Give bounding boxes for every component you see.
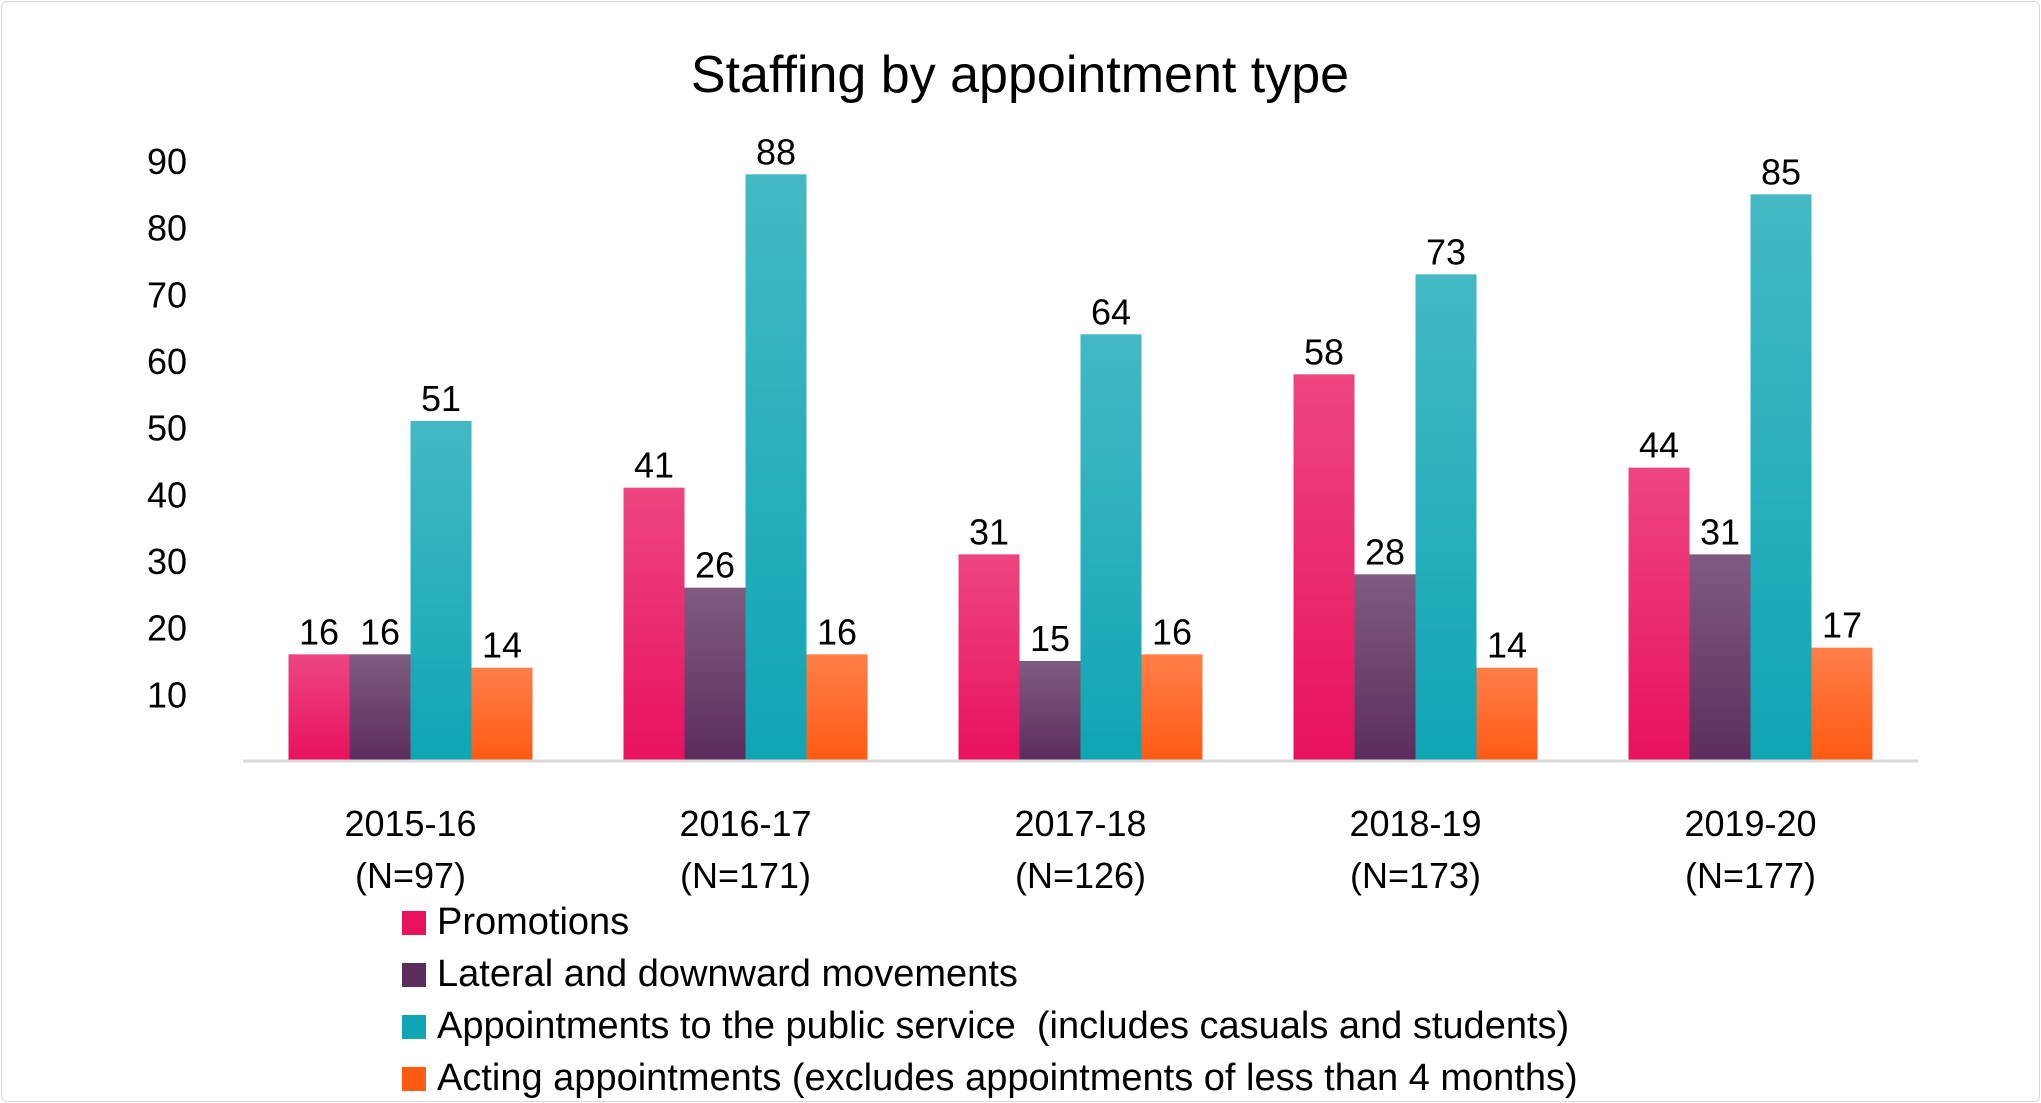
bar: [1354, 574, 1416, 761]
bar: [1476, 667, 1538, 761]
data-label: 64: [1091, 291, 1131, 332]
data-label: 26: [695, 545, 735, 586]
legend-swatch: [402, 1015, 426, 1039]
bar: [745, 174, 807, 762]
legend-swatch: [402, 911, 426, 935]
y-axis: 10 20 30 40 50 60 70 80 90: [147, 141, 187, 715]
x-axis: 2015-16 (N=97) 2016-17 (N=171) 2017-18 (N=126…: [243, 759, 1918, 896]
data-label: 58: [1304, 331, 1344, 372]
x-tick-label: 2017-18: [1014, 803, 1146, 844]
y-tick-label: 40: [147, 474, 187, 515]
x-tick-label: 2016-17: [679, 803, 811, 844]
data-label: 14: [1487, 625, 1527, 666]
bar: [684, 587, 746, 761]
data-label: 88: [756, 131, 796, 172]
bar: [806, 654, 868, 761]
bar: [1080, 334, 1142, 761]
bar: [1628, 467, 1690, 761]
bar: [1811, 647, 1873, 761]
y-tick-label: 80: [147, 208, 187, 249]
data-label: 73: [1426, 231, 1466, 272]
bar: [623, 487, 685, 761]
bar: [288, 654, 350, 761]
data-label: 16: [299, 611, 339, 652]
x-tick-label: 2015-16: [344, 803, 476, 844]
legend-label: Appointments to the public service (incl…: [437, 1005, 1569, 1047]
legend-swatch: [402, 963, 426, 987]
data-label: 16: [1152, 611, 1192, 652]
x-tick-label: 2018-19: [1349, 803, 1481, 844]
bar: [410, 421, 472, 761]
bar: [1750, 194, 1812, 762]
bar: [1293, 374, 1355, 761]
bars: 16 16 51 14 41 26 88 16 31 15 64 16 58 28 73 14 44 31 85 17: [288, 131, 1873, 762]
chart-title: Staffing by appointment type: [691, 46, 1349, 104]
legend-swatch: [402, 1067, 426, 1091]
x-tick-label: 2019-20: [1684, 803, 1816, 844]
y-tick-label: 10: [147, 674, 187, 715]
data-label: 51: [421, 378, 461, 419]
bar: [349, 654, 411, 761]
legend-label: Promotions: [437, 901, 629, 943]
legend-label: Acting appointments (excludes appointmen…: [437, 1057, 1578, 1099]
legend: Promotions Lateral and downward movements…: [402, 901, 1578, 1099]
bar: [1689, 554, 1751, 761]
bar: [471, 667, 533, 761]
bar: [1019, 661, 1081, 761]
data-label: 31: [1700, 511, 1740, 552]
data-label: 31: [969, 511, 1009, 552]
y-tick-label: 90: [147, 141, 187, 182]
data-label: 15: [1030, 618, 1070, 659]
x-tick-sublabel: (N=97): [355, 855, 466, 896]
y-tick-label: 20: [147, 608, 187, 649]
data-label: 28: [1365, 531, 1405, 572]
data-label: 16: [817, 611, 857, 652]
data-label: 16: [360, 611, 400, 652]
y-tick-label: 50: [147, 408, 187, 449]
bar: [1415, 274, 1477, 761]
data-label: 85: [1761, 151, 1801, 192]
data-label: 17: [1822, 605, 1862, 646]
x-tick-sublabel: (N=126): [1015, 855, 1146, 896]
y-tick-label: 30: [147, 541, 187, 582]
legend-label: Lateral and downward movements: [437, 953, 1018, 995]
y-tick-label: 70: [147, 274, 187, 315]
data-label: 41: [634, 445, 674, 486]
bar: [1141, 654, 1203, 761]
y-tick-label: 60: [147, 341, 187, 382]
bar: [958, 554, 1020, 761]
data-label: 14: [482, 625, 522, 666]
x-tick-sublabel: (N=177): [1685, 855, 1816, 896]
data-label: 44: [1639, 425, 1679, 466]
x-tick-sublabel: (N=173): [1350, 855, 1481, 896]
x-tick-sublabel: (N=171): [680, 855, 811, 896]
